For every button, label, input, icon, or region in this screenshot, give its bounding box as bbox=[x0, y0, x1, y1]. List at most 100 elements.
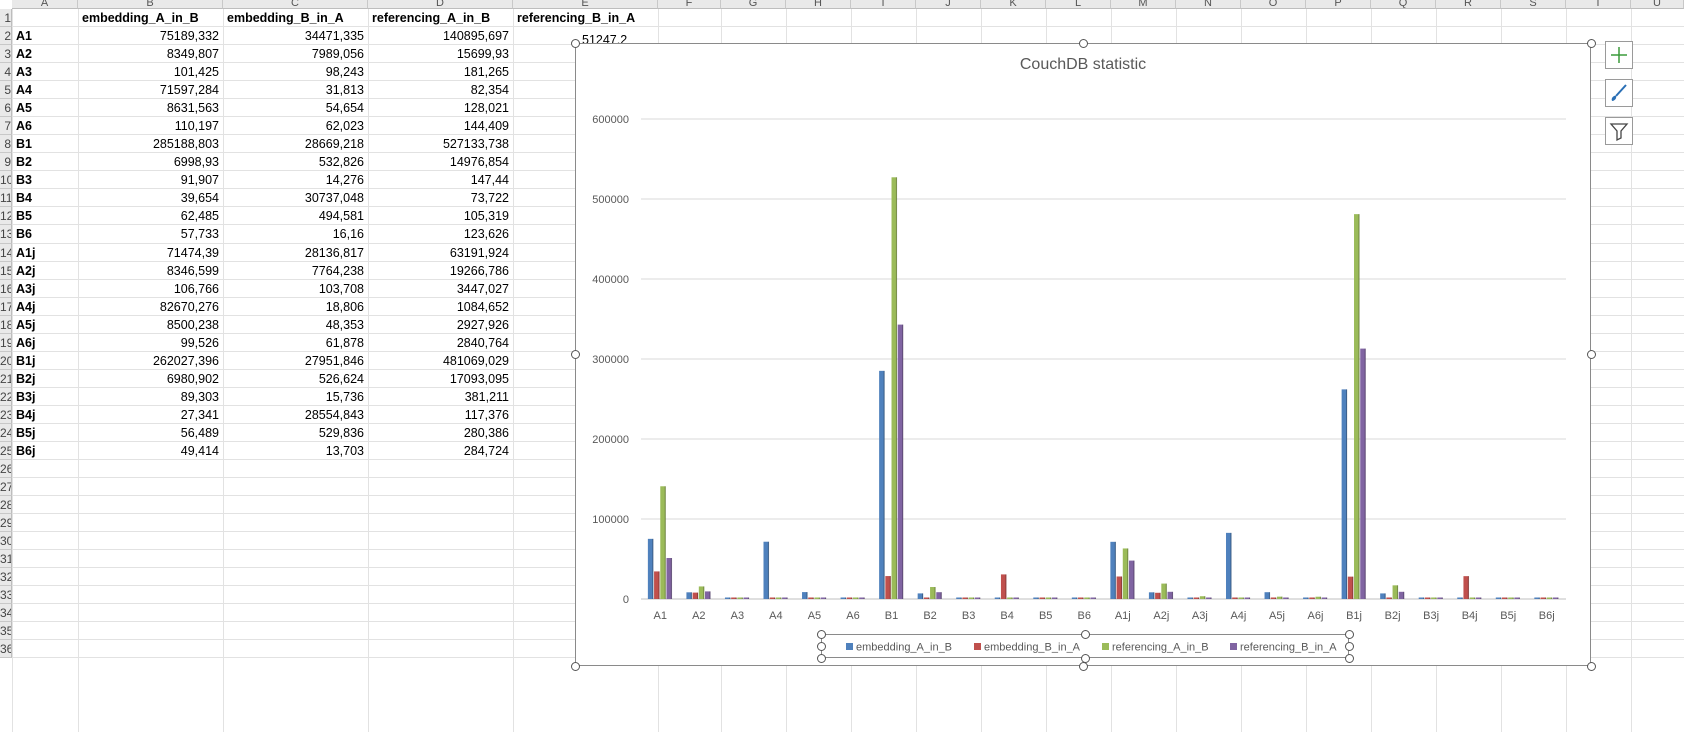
column-header[interactable]: J bbox=[916, 0, 981, 9]
row-label-cell[interactable]: A5j bbox=[16, 317, 36, 332]
row-header[interactable]: 10 bbox=[0, 171, 12, 190]
column-header[interactable]: U bbox=[1631, 0, 1684, 9]
value-cell[interactable]: 110,197 bbox=[174, 119, 219, 134]
value-cell[interactable]: 8349,807 bbox=[166, 47, 219, 62]
row-label-cell[interactable]: B3 bbox=[16, 173, 32, 188]
value-cell[interactable]: 61,878 bbox=[325, 335, 364, 350]
row-header[interactable]: 13 bbox=[0, 225, 12, 244]
column-header[interactable]: E bbox=[513, 0, 658, 9]
row-header[interactable]: 11 bbox=[0, 189, 12, 208]
legend-entry[interactable]: referencing_B_in_A bbox=[1240, 642, 1337, 654]
row-label-cell[interactable]: B3j bbox=[16, 389, 36, 404]
value-cell[interactable]: 2927,926 bbox=[456, 317, 509, 332]
row-header[interactable]: 24 bbox=[0, 423, 12, 442]
row-header[interactable]: 12 bbox=[0, 207, 12, 226]
row-header[interactable]: 30 bbox=[0, 532, 12, 551]
value-cell[interactable]: 89,303 bbox=[180, 389, 219, 404]
row-header[interactable]: 15 bbox=[0, 261, 12, 280]
value-cell[interactable]: 82,354 bbox=[470, 83, 509, 98]
row-header[interactable]: 33 bbox=[0, 586, 12, 605]
column-header[interactable]: Q bbox=[1371, 0, 1436, 9]
column-header[interactable]: I bbox=[851, 0, 916, 9]
row-header[interactable]: 5 bbox=[0, 81, 12, 100]
row-label-cell[interactable]: B2 bbox=[16, 155, 32, 170]
row-header[interactable]: 1 bbox=[0, 9, 12, 28]
row-header[interactable]: 9 bbox=[0, 153, 12, 172]
row-header[interactable]: 16 bbox=[0, 279, 12, 298]
row-header[interactable]: 3 bbox=[0, 45, 12, 64]
column-header[interactable]: P bbox=[1306, 0, 1371, 9]
value-cell[interactable]: 101,425 bbox=[173, 65, 219, 80]
value-cell[interactable]: 19266,786 bbox=[449, 263, 509, 278]
row-header[interactable]: 34 bbox=[0, 604, 12, 623]
row-label-cell[interactable]: B6 bbox=[16, 227, 32, 242]
resize-handle[interactable] bbox=[1586, 661, 1596, 671]
row-header[interactable]: 26 bbox=[0, 460, 12, 479]
row-header[interactable]: 4 bbox=[0, 63, 12, 82]
value-cell[interactable]: 494,581 bbox=[318, 209, 364, 224]
value-cell[interactable]: 262027,396 bbox=[152, 353, 219, 368]
column-header[interactable]: A bbox=[12, 0, 78, 9]
value-cell[interactable]: 527133,738 bbox=[442, 137, 509, 152]
column-header[interactable]: N bbox=[1176, 0, 1241, 9]
row-label-cell[interactable]: A6 bbox=[16, 119, 32, 134]
value-cell[interactable]: 15,736 bbox=[325, 389, 364, 404]
legend-entry[interactable]: embedding_A_in_B bbox=[856, 642, 952, 654]
row-header[interactable]: 6 bbox=[0, 99, 12, 118]
value-cell[interactable]: 2840,764 bbox=[456, 335, 509, 350]
resize-handle[interactable] bbox=[1078, 38, 1088, 48]
value-cell[interactable]: 99,526 bbox=[180, 335, 219, 350]
column-header[interactable]: M bbox=[1111, 0, 1176, 9]
value-cell[interactable]: 529,836 bbox=[318, 425, 364, 440]
resize-handle[interactable] bbox=[570, 38, 580, 48]
row-label-cell[interactable]: A1j bbox=[16, 245, 36, 260]
resize-handle[interactable] bbox=[1078, 661, 1088, 671]
row-header[interactable]: 23 bbox=[0, 405, 12, 424]
value-cell[interactable]: 284,724 bbox=[463, 443, 509, 458]
resize-handle[interactable] bbox=[816, 629, 826, 639]
row-header[interactable]: 14 bbox=[0, 243, 12, 262]
row-label-cell[interactable]: B5j bbox=[16, 425, 36, 440]
value-cell[interactable]: 39,654 bbox=[180, 191, 219, 206]
value-cell[interactable]: 128,021 bbox=[463, 101, 509, 116]
value-cell[interactable]: 1084,652 bbox=[456, 299, 509, 314]
row-header[interactable]: 17 bbox=[0, 297, 12, 316]
value-cell[interactable]: 15699,93 bbox=[456, 47, 509, 62]
row-header[interactable]: 36 bbox=[0, 640, 12, 659]
column-header[interactable]: T bbox=[1566, 0, 1631, 9]
resize-handle[interactable] bbox=[816, 641, 826, 651]
value-cell[interactable]: 105,319 bbox=[463, 209, 509, 224]
row-label-cell[interactable]: A2 bbox=[16, 47, 32, 62]
value-cell[interactable]: 98,243 bbox=[325, 65, 364, 80]
value-cell[interactable]: 30737,048 bbox=[304, 191, 364, 206]
value-cell[interactable]: 140895,697 bbox=[442, 29, 509, 44]
row-label-cell[interactable]: A6j bbox=[16, 335, 36, 350]
row-header[interactable]: 19 bbox=[0, 333, 12, 352]
row-header[interactable]: 20 bbox=[0, 351, 12, 370]
value-cell[interactable]: 17093,095 bbox=[449, 371, 509, 386]
value-cell[interactable]: 71474,39 bbox=[166, 245, 219, 260]
row-label-cell[interactable]: B1 bbox=[16, 137, 32, 152]
row-label-cell[interactable]: B5 bbox=[16, 209, 32, 224]
value-cell[interactable]: 49,414 bbox=[180, 443, 219, 458]
column-header[interactable]: C bbox=[223, 0, 368, 9]
value-cell[interactable]: 14976,854 bbox=[449, 155, 509, 170]
chart-title[interactable]: CouchDB statistic bbox=[1020, 56, 1146, 73]
row-header[interactable]: 28 bbox=[0, 496, 12, 515]
value-cell[interactable]: 144,409 bbox=[463, 119, 509, 134]
value-cell[interactable]: 57,733 bbox=[180, 227, 219, 242]
row-header[interactable]: 31 bbox=[0, 550, 12, 569]
value-cell[interactable]: 16,16 bbox=[332, 227, 364, 242]
row-label-cell[interactable]: A4j bbox=[16, 299, 36, 314]
value-cell[interactable]: 75189,332 bbox=[159, 29, 219, 44]
value-cell-partial[interactable]: 51247,2 bbox=[582, 33, 628, 46]
column-header[interactable]: F bbox=[658, 0, 721, 9]
column-header[interactable]: R bbox=[1436, 0, 1501, 9]
row-label-cell[interactable]: A5 bbox=[16, 101, 32, 116]
resize-handle[interactable] bbox=[816, 653, 826, 663]
value-cell[interactable]: 7764,238 bbox=[311, 263, 364, 278]
value-cell[interactable]: 82670,276 bbox=[159, 299, 219, 314]
row-label-cell[interactable]: B1j bbox=[16, 353, 36, 368]
row-label-cell[interactable]: B4j bbox=[16, 407, 36, 422]
value-cell[interactable]: 8631,563 bbox=[166, 101, 219, 116]
